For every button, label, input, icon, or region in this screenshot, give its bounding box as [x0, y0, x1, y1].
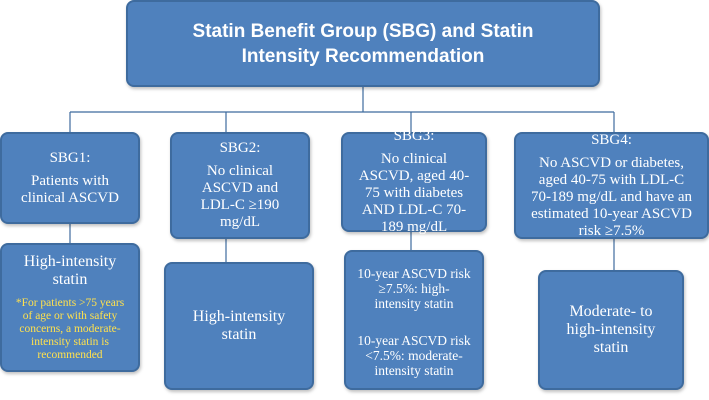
sbg2-box: SBG2: No clinical ASCVD and LDL-C ≥190 m… [170, 132, 310, 239]
sbg4-description: No ASCVD or diabetes, aged 40-75 with LD… [530, 154, 693, 239]
sbg3-box: SBG3: No clinical ASCVD, aged 40-75 with… [341, 128, 487, 235]
sbg1-box: SBG1: Patients with clinical ASCVD [0, 132, 140, 224]
sbg3-recommendation-box: 10-year ASCVD risk ≥7.5%: high-intensity… [344, 250, 484, 390]
sbg1-description: Patients with clinical ASCVD [21, 172, 119, 206]
sbg2-label: SBG2: [219, 140, 261, 156]
sbg3-label: SBG3: [393, 128, 435, 144]
sbg1-label: SBG1: [49, 149, 91, 166]
sbg4-box: SBG4: No ASCVD or diabetes, aged 40-75 w… [514, 132, 709, 239]
sbg3-description: No clinical ASCVD, aged 40-75 with diabe… [358, 151, 470, 235]
title-box: Statin Benefit Group (SBG) and Statin In… [126, 0, 600, 87]
sbg1-note: *For patients >75 years of age or with s… [15, 297, 125, 361]
sbg4-recommendation-box: Moderate- to high-intensity statin [538, 270, 684, 390]
sbg4-label: SBG4: [591, 131, 632, 148]
sbg2-recommendation-box: High-intensity statin [164, 262, 314, 390]
sbg3-recommendation-high: 10-year ASCVD risk ≥7.5%: high-intensity… [357, 266, 471, 311]
sbg1-recommendation-box: High-intensity statin *For patients >75 … [0, 243, 140, 372]
sbg1-recommendation: High-intensity statin [23, 253, 117, 288]
sbg2-description: No clinical ASCVD and LDL-C ≥190 mg/dL [200, 163, 280, 230]
title-text: Statin Benefit Group (SBG) and Statin In… [192, 20, 534, 67]
sbg4-recommendation: Moderate- to high-intensity statin [566, 303, 656, 356]
sbg2-recommendation: High-intensity statin [192, 308, 286, 343]
sbg3-recommendation-moderate: 10-year ASCVD risk <7.5%: moderate-inten… [357, 333, 471, 378]
